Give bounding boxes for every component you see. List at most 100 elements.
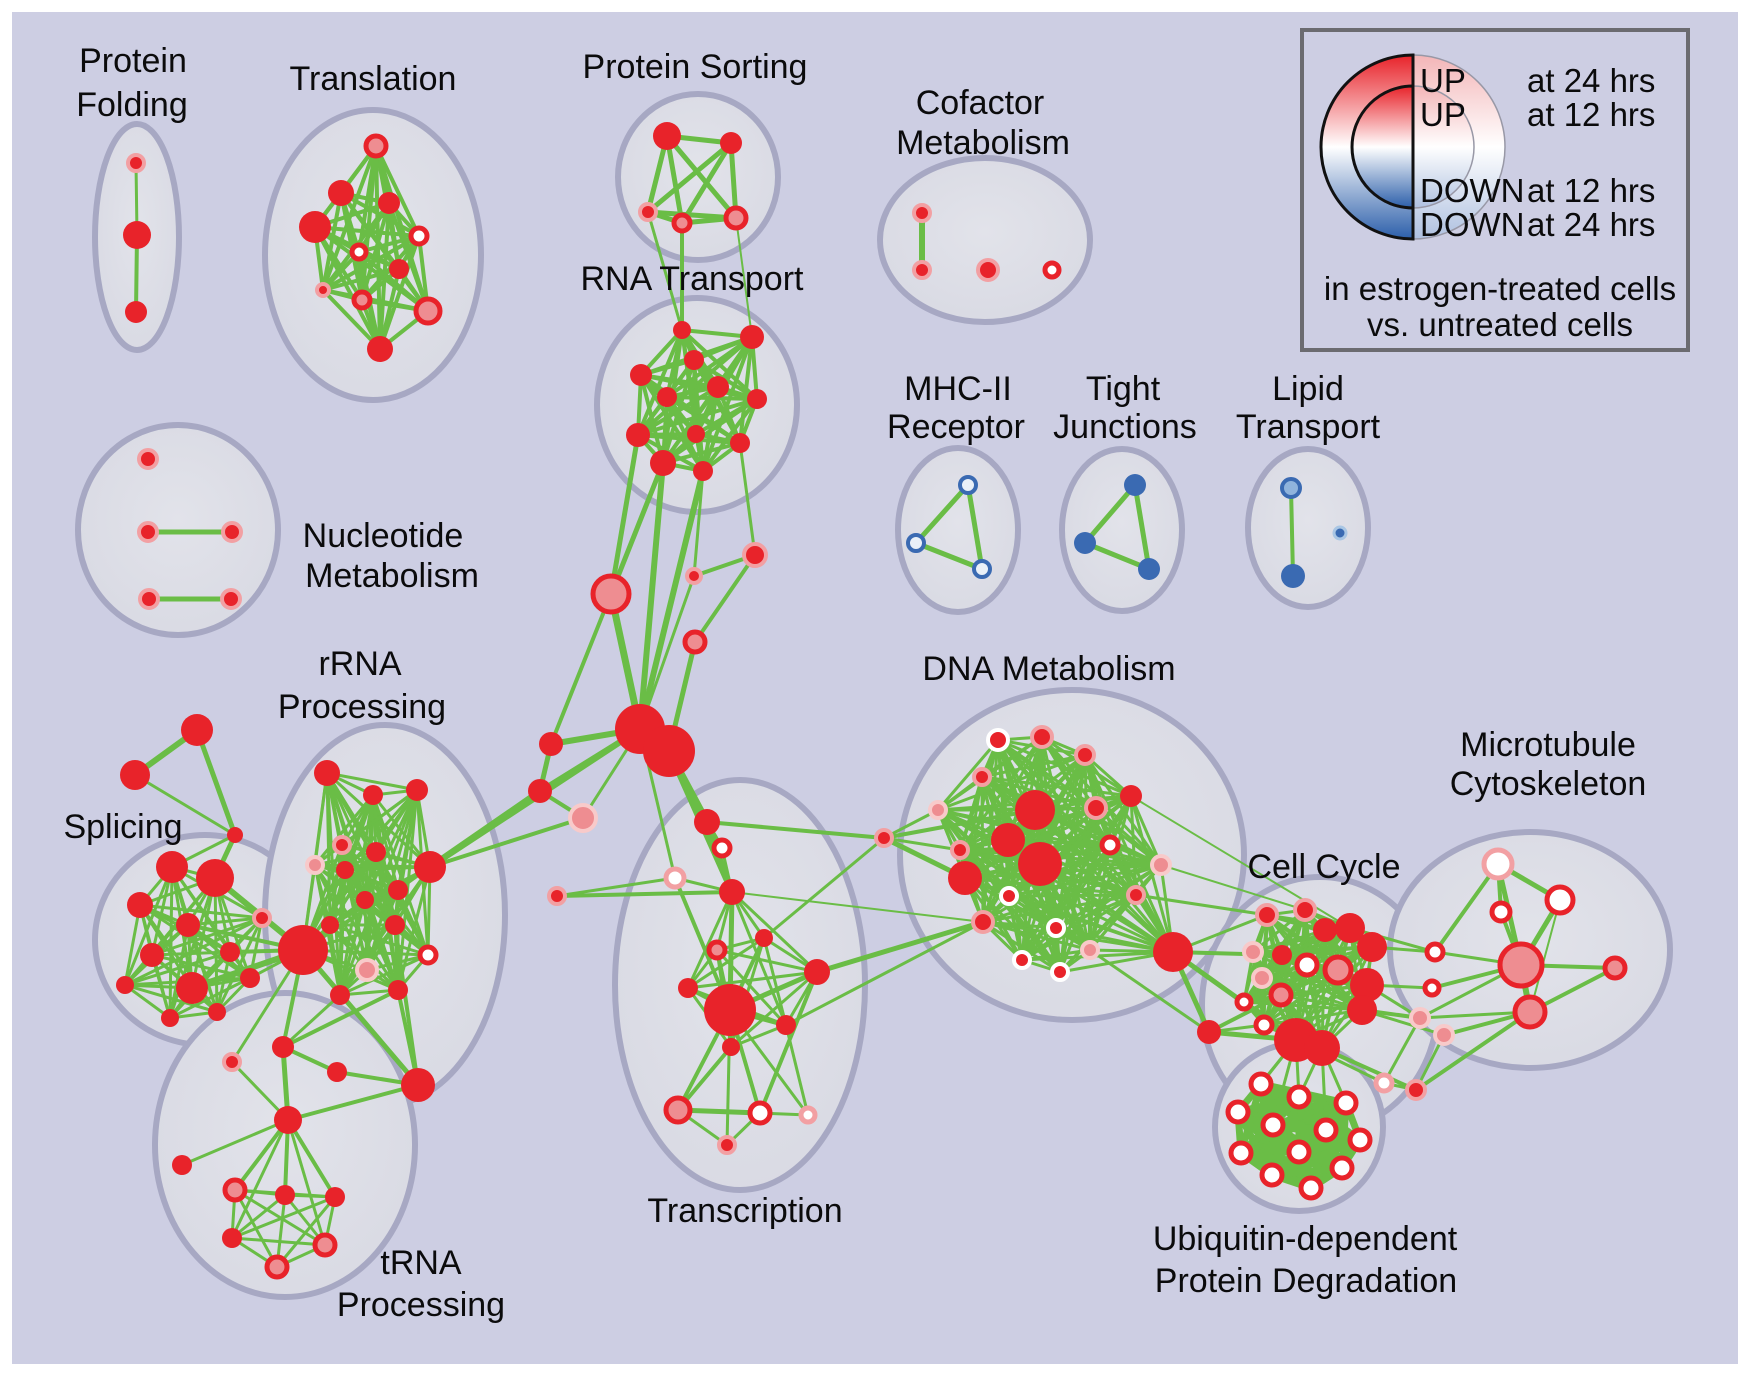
network-edge xyxy=(936,753,1087,812)
network-node-cc2 xyxy=(1293,898,1317,922)
network-node-cc12 xyxy=(1268,982,1294,1008)
cluster-label-rna-transport-0: RNA Transport xyxy=(581,260,805,298)
network-node-rr15 xyxy=(355,958,379,982)
network-node-ub1 xyxy=(1248,1071,1274,1097)
network-node-rt9 xyxy=(687,425,705,443)
network-edge xyxy=(396,888,430,957)
network-node-rt12 xyxy=(693,461,713,481)
network-node-cc14 xyxy=(1347,995,1377,1025)
network-edge xyxy=(123,865,174,987)
network-node-rt4 xyxy=(630,364,652,386)
network-node-cf1 xyxy=(912,203,932,223)
network-edge xyxy=(286,1118,327,1247)
network-edge xyxy=(1020,794,1133,962)
network-edge xyxy=(1260,976,1369,987)
network-edge xyxy=(882,836,962,852)
network-edge xyxy=(1529,899,1561,1013)
network-node-rr11 xyxy=(321,916,339,934)
network-node-rt5 xyxy=(707,376,729,398)
cluster-label-cofactor-metabolism-1: Metabolism xyxy=(896,124,1070,162)
network-node-rr13 xyxy=(278,925,328,975)
network-edge xyxy=(1280,945,1374,957)
network-node-c5 xyxy=(874,828,894,848)
cluster-label-ubiquitin-degradation-1: Protein Degradation xyxy=(1155,1262,1457,1300)
network-node-tx9 xyxy=(704,984,756,1036)
network-edge xyxy=(664,133,685,226)
network-edge xyxy=(281,988,400,1049)
network-edge xyxy=(665,395,759,401)
network-node-rr17 xyxy=(330,985,350,1005)
legend-down-24-label: DOWN xyxy=(1420,206,1524,243)
network-node-mc5 xyxy=(1497,941,1545,989)
network-edge xyxy=(762,836,886,940)
network-node-sp2 xyxy=(196,859,234,897)
network-edge xyxy=(664,133,739,221)
network-edge xyxy=(637,468,706,732)
cluster-label-cofactor-metabolism-0: Cofactor xyxy=(916,84,1045,122)
network-node-ub7 xyxy=(1347,1127,1373,1153)
network-node-tl6 xyxy=(349,242,369,262)
network-node-cc9 xyxy=(1322,954,1354,986)
network-node-rt7 xyxy=(747,389,767,409)
cluster-label-protein-folding-0: Protein xyxy=(79,42,187,80)
network-node-cn2 xyxy=(742,542,768,568)
network-node-pf2 xyxy=(123,221,151,249)
network-node-mh2 xyxy=(906,533,926,553)
network-node-h10 xyxy=(547,886,567,906)
network-edge xyxy=(729,970,819,1049)
network-node-cc15 xyxy=(1253,1014,1275,1036)
network-node-sp11 xyxy=(208,1003,226,1021)
cluster-label-trna-processing-1: Processing xyxy=(337,1286,505,1324)
network-edge xyxy=(230,1195,337,1240)
legend-down-12-time: at 12 hrs xyxy=(1527,172,1655,209)
network-edge xyxy=(1132,482,1152,572)
network-node-dm19 xyxy=(1046,918,1066,938)
network-edge xyxy=(1234,1099,1350,1116)
network-edge xyxy=(275,1195,337,1269)
network-node-dm10 xyxy=(1015,790,1055,830)
network-node-tj2 xyxy=(1074,532,1096,554)
network-node-tl3 xyxy=(378,192,400,214)
network-node-tn3 xyxy=(325,1187,345,1207)
network-node-cf3 xyxy=(976,258,1000,282)
network-edge xyxy=(328,923,400,992)
network-node-cc3 xyxy=(1313,918,1337,942)
network-node-rt11 xyxy=(650,450,676,476)
network-edge xyxy=(549,592,613,746)
network-edge xyxy=(1054,893,1138,930)
network-node-cn1 xyxy=(685,567,703,585)
cluster-label-translation-0: Translation xyxy=(290,60,457,98)
network-edge xyxy=(1082,482,1138,546)
network-edge xyxy=(882,808,1037,840)
cluster-ellipse-cofactor-metabolism xyxy=(877,155,1093,325)
network-node-nm3 xyxy=(221,521,243,543)
network-node-dm6 xyxy=(1084,796,1108,820)
network-node-h3 xyxy=(539,732,563,756)
network-edge xyxy=(138,903,264,920)
network-node-sp9 xyxy=(176,972,208,1004)
network-node-ps1 xyxy=(653,122,681,150)
network-edge xyxy=(679,140,734,226)
network-node-sp3 xyxy=(127,892,153,918)
network-node-cf2 xyxy=(912,260,932,280)
network-node-dm3 xyxy=(1074,744,1096,766)
network-node-dm7 xyxy=(1120,785,1142,807)
network-edge xyxy=(738,441,757,557)
network-edge xyxy=(693,553,757,644)
network-node-tx5 xyxy=(706,939,728,961)
network-nodes xyxy=(116,122,1628,1280)
network-node-ps3 xyxy=(638,202,658,222)
network-node-nm1 xyxy=(137,448,159,470)
network-node-tl4 xyxy=(299,211,331,243)
network-edge xyxy=(1433,862,1500,954)
network-edge xyxy=(637,460,666,732)
network-node-tj1 xyxy=(1124,474,1146,496)
network-edge xyxy=(965,482,985,572)
network-node-nm2 xyxy=(137,521,159,543)
network-node-tnh xyxy=(274,1106,302,1134)
network-edge xyxy=(1058,843,1112,974)
network-node-tx15 xyxy=(717,1135,737,1155)
network-node-dm21 xyxy=(1012,950,1032,970)
network-edge xyxy=(321,267,401,292)
network-node-rr14 xyxy=(417,944,439,966)
